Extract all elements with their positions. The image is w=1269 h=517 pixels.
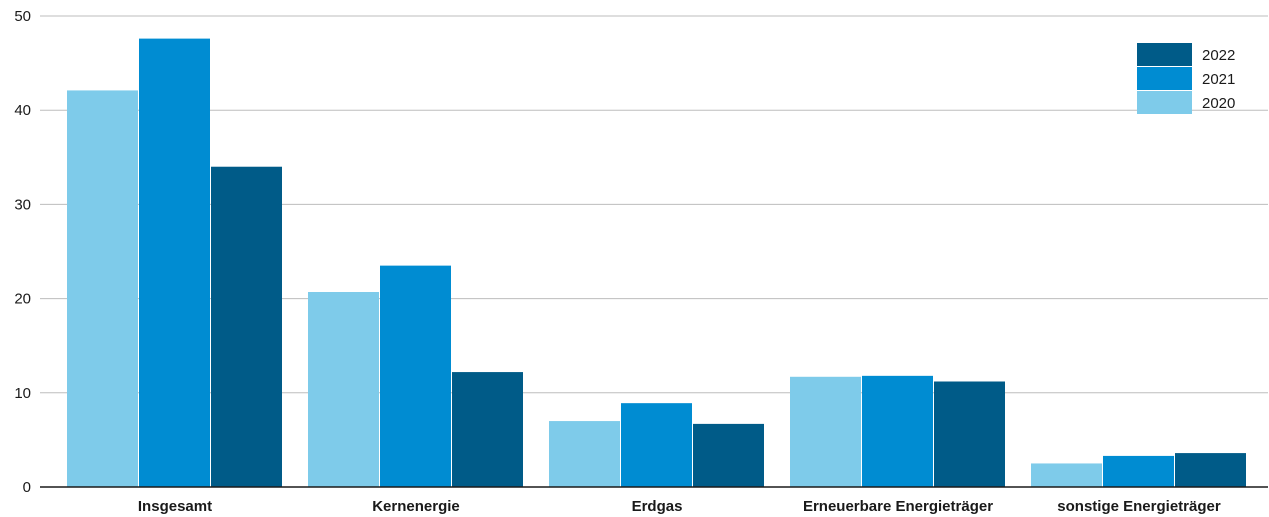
category-label: Erneuerbare Energieträger <box>803 498 993 515</box>
bar-2020-3 <box>790 376 861 487</box>
bar-2022-2 <box>693 423 764 487</box>
bar-2021-3 <box>862 375 933 487</box>
bar-2021-1 <box>380 265 451 487</box>
y-tick-label: 40 <box>14 102 31 119</box>
y-tick-label: 0 <box>23 479 31 496</box>
legend-swatch-2021 <box>1137 67 1192 90</box>
y-tick-label: 10 <box>14 385 31 402</box>
category-label: sonstige Energieträger <box>1057 498 1221 515</box>
bar-2020-4 <box>1031 463 1102 487</box>
y-tick-label: 20 <box>14 291 31 308</box>
bar-2020-1 <box>308 292 379 487</box>
y-tick-label: 50 <box>14 8 31 25</box>
bar-2022-0 <box>211 166 282 487</box>
legend-label-2020: 2020 <box>1202 95 1235 112</box>
legend: 2022 2021 2020 <box>1137 43 1235 114</box>
bar-2021-0 <box>139 38 210 487</box>
bars <box>67 38 1246 487</box>
y-tick-label: 30 <box>14 196 31 213</box>
bar-2022-1 <box>452 372 523 487</box>
legend-swatch-2020 <box>1137 91 1192 114</box>
category-label: Insgesamt <box>138 498 212 515</box>
category-labels: Insgesamt Kernenergie Erdgas Erneuerbare En… <box>138 498 1221 515</box>
legend-label-2022: 2022 <box>1202 47 1235 64</box>
bar-2022-4 <box>1175 453 1246 487</box>
legend-swatch-2022 <box>1137 43 1192 66</box>
bar-2021-4 <box>1103 455 1174 487</box>
category-label: Kernenergie <box>372 498 460 515</box>
legend-label-2021: 2021 <box>1202 71 1235 88</box>
category-label: Erdgas <box>632 498 683 515</box>
bar-2020-2 <box>549 421 620 487</box>
bar-2021-2 <box>621 403 692 487</box>
y-axis-ticks: 0 10 20 30 40 50 <box>14 8 31 496</box>
bar-2022-3 <box>934 381 1005 487</box>
bar-2020-0 <box>67 90 138 487</box>
